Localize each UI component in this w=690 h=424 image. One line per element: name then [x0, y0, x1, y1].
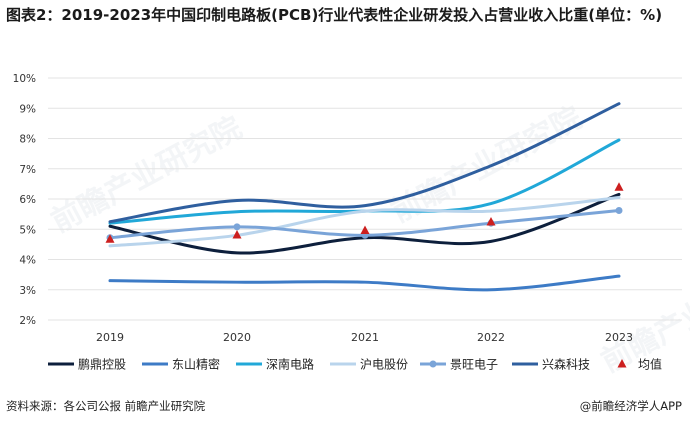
legend-label: 东山精密	[172, 357, 220, 372]
x-tick-label: 2019	[96, 331, 124, 344]
legend-symbol	[429, 360, 437, 368]
legend-label: 景旺电子	[450, 358, 498, 372]
series-line	[108, 192, 621, 255]
legend-label: 鹏鼎控股	[78, 358, 126, 372]
mean-triangle-marker	[232, 229, 242, 239]
legend-label: 均值	[638, 357, 662, 372]
x-tick-label: 2021	[351, 331, 379, 344]
y-tick-label: 10%	[13, 73, 36, 85]
series-line	[108, 274, 621, 292]
y-tick-label: 2%	[19, 315, 36, 327]
brand-credit: @前瞻经济学人APP	[579, 399, 682, 413]
mean-triangle-marker	[105, 234, 115, 243]
source-note: 资料来源：各公司公报 前瞻产业研究院	[6, 399, 206, 413]
series-point	[615, 206, 623, 214]
x-tick-label: 2020	[223, 331, 251, 344]
y-tick-label: 9%	[19, 103, 36, 115]
x-tick-label: 2022	[477, 331, 505, 344]
series-point	[233, 223, 241, 231]
mean-triangle-marker	[360, 225, 370, 234]
legend-label: 沪电股份	[360, 358, 408, 372]
x-tick-label: 2023	[605, 331, 633, 344]
mean-triangle-marker	[486, 216, 496, 226]
chart-title: 图表2：2019-2023年中国印制电路板(PCB)行业代表性企业研发投入占营业…	[6, 6, 663, 24]
series-line	[108, 102, 621, 224]
legend-label: 深南电路	[266, 357, 314, 372]
y-tick-label: 7%	[19, 164, 36, 176]
mean-triangle-marker	[614, 182, 624, 191]
series-line	[108, 195, 621, 248]
legend-label: 兴森科技	[542, 357, 590, 372]
y-tick-label: 6%	[19, 194, 36, 206]
y-tick-label: 5%	[19, 224, 36, 236]
y-tick-label: 3%	[19, 285, 36, 297]
y-tick-label: 8%	[19, 134, 36, 146]
legend-symbol	[617, 359, 627, 368]
y-tick-label: 4%	[19, 255, 36, 267]
